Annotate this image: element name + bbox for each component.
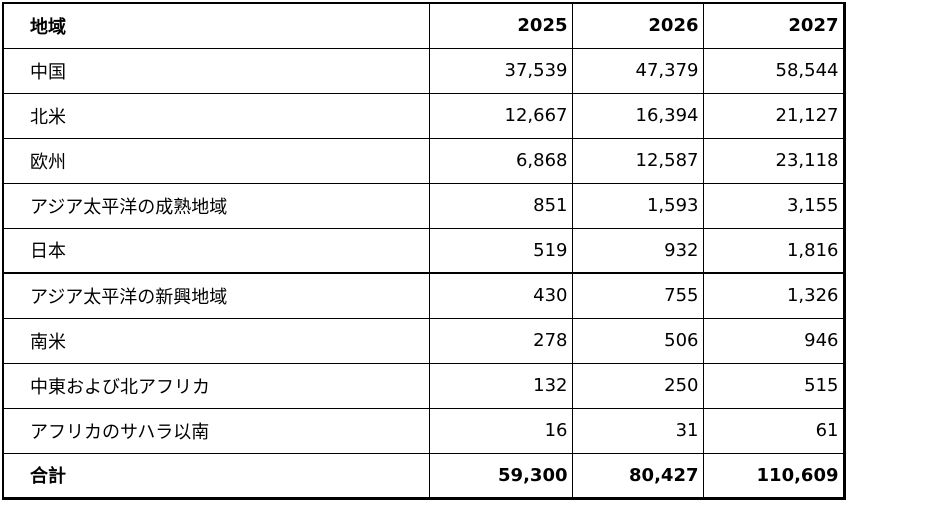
data-row: 欧州 6,868 12,587 23,118 bbox=[2, 137, 845, 184]
data-row: 南米 278 506 946 bbox=[2, 317, 845, 364]
cell: 1,816 bbox=[702, 227, 845, 274]
cell: 506 bbox=[571, 317, 704, 364]
data-row: アジア太平洋の新興地域 430 755 1,326 bbox=[2, 272, 845, 319]
cell: 932 bbox=[571, 227, 704, 274]
table-wrap: 地域 2025 2026 2027 中国 37,539 47,379 58,544 北米 12,6… bbox=[2, 2, 846, 500]
data-table: 地域 2025 2026 2027 中国 37,539 47,379 58,544 北米 12,6… bbox=[2, 2, 846, 500]
cell: 110,609 bbox=[702, 452, 845, 499]
cell: 1,593 bbox=[571, 182, 704, 229]
total-row: 合計 59,300 80,427 110,609 bbox=[2, 452, 845, 499]
cell: 31 bbox=[571, 407, 704, 454]
cell: 278 bbox=[428, 317, 573, 364]
cell: 16 bbox=[428, 407, 573, 454]
row-label: 日本 bbox=[2, 227, 430, 274]
cell: 132 bbox=[428, 362, 573, 409]
cell: 250 bbox=[571, 362, 704, 409]
row-label: アフリカのサハラ以南 bbox=[2, 407, 430, 454]
cell: 23,118 bbox=[702, 137, 845, 184]
cell: 58,544 bbox=[702, 47, 845, 94]
cell: 12,587 bbox=[571, 137, 704, 184]
cell: 519 bbox=[428, 227, 573, 274]
cell: 430 bbox=[428, 272, 573, 319]
row-label: アジア太平洋の新興地域 bbox=[2, 272, 430, 319]
row-label: 欧州 bbox=[2, 137, 430, 184]
cell: 37,539 bbox=[428, 47, 573, 94]
cell: 2025 bbox=[428, 2, 573, 49]
cell: 16,394 bbox=[571, 92, 704, 139]
data-row: 日本 519 932 1,816 bbox=[2, 227, 845, 274]
row-label: 合計 bbox=[2, 452, 430, 499]
cell: 2026 bbox=[571, 2, 704, 49]
cell: 21,127 bbox=[702, 92, 845, 139]
cell: 946 bbox=[702, 317, 845, 364]
header-row: 地域 2025 2026 2027 bbox=[2, 2, 845, 49]
cell: 3,155 bbox=[702, 182, 845, 229]
data-row: 北米 12,667 16,394 21,127 bbox=[2, 92, 845, 139]
row-label: 中東および北アフリカ bbox=[2, 362, 430, 409]
cell: 515 bbox=[702, 362, 845, 409]
cell: 61 bbox=[702, 407, 845, 454]
cell: 851 bbox=[428, 182, 573, 229]
data-row: 中東および北アフリカ 132 250 515 bbox=[2, 362, 845, 409]
row-label: 北米 bbox=[2, 92, 430, 139]
cell: 2027 bbox=[702, 2, 845, 49]
row-label: 南米 bbox=[2, 317, 430, 364]
data-row: アジア太平洋の成熟地域 851 1,593 3,155 bbox=[2, 182, 845, 229]
row-label: アジア太平洋の成熟地域 bbox=[2, 182, 430, 229]
cell: 47,379 bbox=[571, 47, 704, 94]
row-label: 中国 bbox=[2, 47, 430, 94]
cell: 80,427 bbox=[571, 452, 704, 499]
data-row: 中国 37,539 47,379 58,544 bbox=[2, 47, 845, 94]
cell: 1,326 bbox=[702, 272, 845, 319]
data-row: アフリカのサハラ以南 16 31 61 bbox=[2, 407, 845, 454]
cell: 6,868 bbox=[428, 137, 573, 184]
cell: 12,667 bbox=[428, 92, 573, 139]
cell: 755 bbox=[571, 272, 704, 319]
row-label: 地域 bbox=[2, 2, 430, 49]
cell: 59,300 bbox=[428, 452, 573, 499]
